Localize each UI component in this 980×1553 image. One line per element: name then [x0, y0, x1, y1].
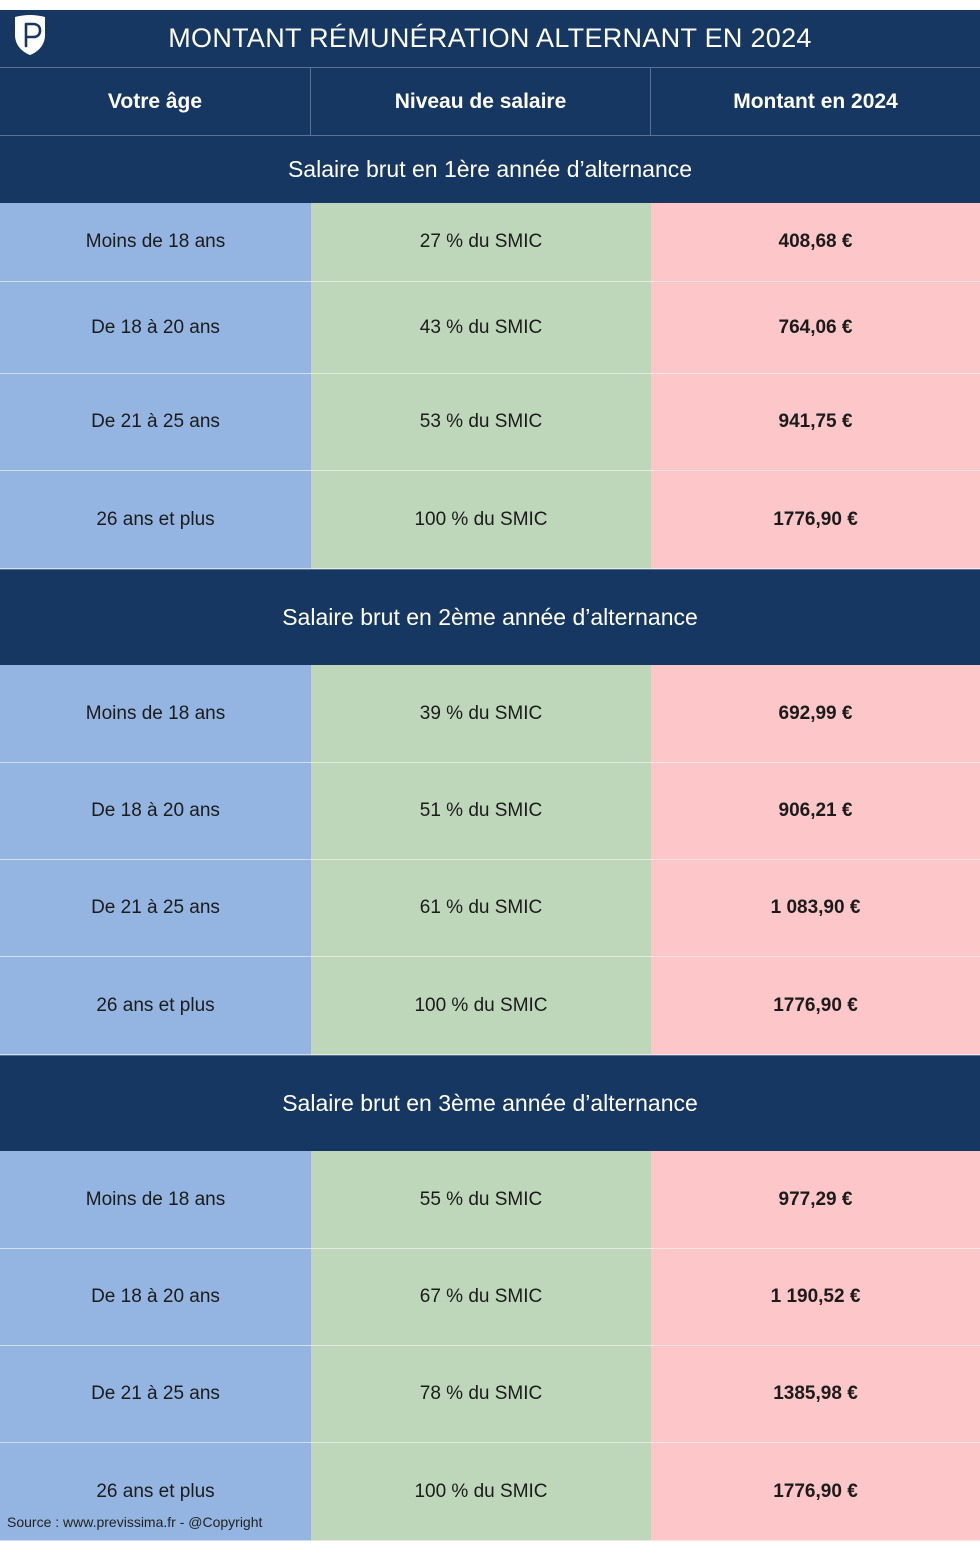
- age-cell: De 21 à 25 ans: [0, 1346, 311, 1443]
- age-cell: De 18 à 20 ans: [0, 763, 311, 860]
- age-cell: 26 ans et plus: [0, 471, 311, 569]
- amount-cell: 1776,90 €: [651, 1443, 980, 1541]
- section-header-year-1: Salaire brut en 1ère année d’alternance: [0, 135, 980, 203]
- level-cell: 55 % du SMIC: [311, 1151, 651, 1249]
- table-row: De 21 à 25 ans 61 % du SMIC 1 083,90 €: [0, 860, 980, 957]
- amount-cell: 941,75 €: [651, 374, 980, 471]
- shield-p-logo-icon: [15, 15, 45, 55]
- amount-cell: 1776,90 €: [651, 957, 980, 1055]
- table-row: De 18 à 20 ans 51 % du SMIC 906,21 €: [0, 763, 980, 860]
- amount-cell: 408,68 €: [651, 203, 980, 282]
- age-cell: Moins de 18 ans: [0, 665, 311, 763]
- table-row: 26 ans et plus 100 % du SMIC 1776,90 €: [0, 1443, 980, 1541]
- age-cell: Moins de 18 ans: [0, 203, 311, 282]
- section-header-year-2: Salaire brut en 2ème année d’alternance: [0, 569, 980, 665]
- source-credit: Source : www.previssima.fr - @Copyright: [7, 1514, 263, 1530]
- table-row: De 21 à 25 ans 53 % du SMIC 941,75 €: [0, 374, 980, 471]
- amount-cell: 1776,90 €: [651, 471, 980, 569]
- table-row: 26 ans et plus 100 % du SMIC 1776,90 €: [0, 471, 980, 569]
- column-header-row: Votre âge Niveau de salaire Montant en 2…: [0, 67, 980, 136]
- age-cell: 26 ans et plus: [0, 957, 311, 1055]
- title-bar: MONTANT RÉMUNÉRATION ALTERNANT EN 2024: [0, 10, 980, 67]
- level-cell: 67 % du SMIC: [311, 1249, 651, 1346]
- table-row: Moins de 18 ans 27 % du SMIC 408,68 €: [0, 203, 980, 282]
- level-cell: 27 % du SMIC: [311, 203, 651, 282]
- table-row: Moins de 18 ans 55 % du SMIC 977,29 €: [0, 1151, 980, 1249]
- amount-cell: 1 190,52 €: [651, 1249, 980, 1346]
- level-cell: 100 % du SMIC: [311, 1443, 651, 1541]
- column-header-level: Niveau de salaire: [311, 68, 651, 136]
- amount-cell: 764,06 €: [651, 282, 980, 374]
- level-cell: 100 % du SMIC: [311, 471, 651, 569]
- table-row: De 21 à 25 ans 78 % du SMIC 1385,98 €: [0, 1346, 980, 1443]
- level-cell: 53 % du SMIC: [311, 374, 651, 471]
- amount-cell: 906,21 €: [651, 763, 980, 860]
- age-cell: De 18 à 20 ans: [0, 1249, 311, 1346]
- amount-cell: 1385,98 €: [651, 1346, 980, 1443]
- level-cell: 51 % du SMIC: [311, 763, 651, 860]
- amount-cell: 692,99 €: [651, 665, 980, 763]
- level-cell: 100 % du SMIC: [311, 957, 651, 1055]
- table-row: De 18 à 20 ans 43 % du SMIC 764,06 €: [0, 282, 980, 374]
- level-cell: 61 % du SMIC: [311, 860, 651, 957]
- age-cell: 26 ans et plus: [0, 1443, 311, 1541]
- age-cell: De 21 à 25 ans: [0, 860, 311, 957]
- level-cell: 78 % du SMIC: [311, 1346, 651, 1443]
- table-row: 26 ans et plus 100 % du SMIC 1776,90 €: [0, 957, 980, 1055]
- level-cell: 43 % du SMIC: [311, 282, 651, 374]
- column-header-age: Votre âge: [0, 68, 311, 136]
- page-title: MONTANT RÉMUNÉRATION ALTERNANT EN 2024: [168, 23, 812, 53]
- table-row: Moins de 18 ans 39 % du SMIC 692,99 €: [0, 665, 980, 763]
- amount-cell: 1 083,90 €: [651, 860, 980, 957]
- level-cell: 39 % du SMIC: [311, 665, 651, 763]
- age-cell: De 18 à 20 ans: [0, 282, 311, 374]
- age-cell: Moins de 18 ans: [0, 1151, 311, 1249]
- section-header-year-3: Salaire brut en 3ème année d’alternance: [0, 1055, 980, 1151]
- amount-cell: 977,29 €: [651, 1151, 980, 1249]
- table-row: De 18 à 20 ans 67 % du SMIC 1 190,52 €: [0, 1249, 980, 1346]
- column-header-amount: Montant en 2024: [733, 90, 898, 113]
- age-cell: De 21 à 25 ans: [0, 374, 311, 471]
